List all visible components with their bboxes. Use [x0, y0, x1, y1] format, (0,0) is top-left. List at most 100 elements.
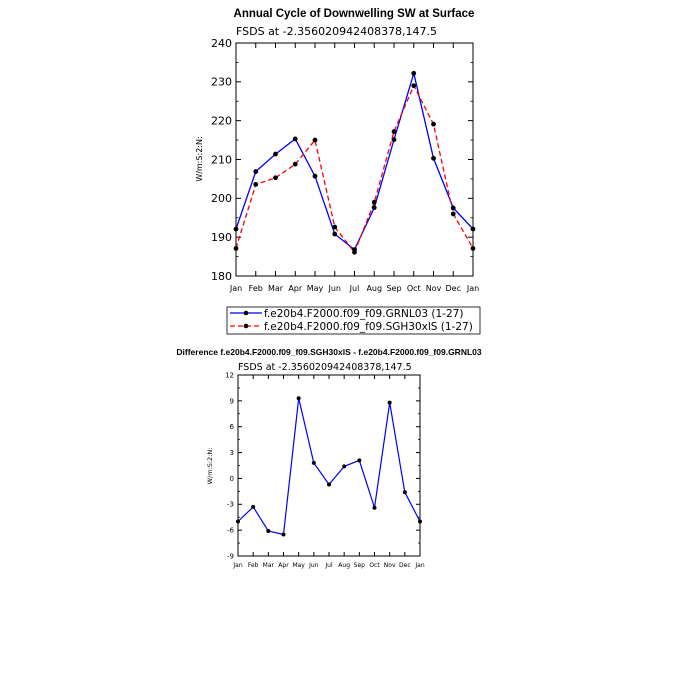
series-points [233, 70, 476, 255]
difference-series-line [237, 398, 421, 536]
data-point-series-0 [273, 151, 278, 157]
series-lines [235, 70, 474, 254]
x-tick-label: Nov [426, 284, 442, 293]
difference-plot-frame [237, 374, 421, 557]
data-point-series-0 [296, 396, 301, 401]
x-tick-label: Aug [338, 562, 350, 569]
data-point-series-0 [292, 136, 298, 142]
y-tick-label: 240 [211, 37, 232, 50]
data-point-series-1 [352, 249, 357, 255]
data-point-series-0 [266, 529, 271, 534]
x-tick-label: Apr [288, 284, 303, 293]
x-tick-label: Dec [446, 284, 461, 293]
data-point-series-0 [402, 490, 407, 495]
x-tick-label: Jul [324, 562, 333, 569]
data-point-series-0 [411, 70, 417, 76]
x-tick-label: Jan [232, 562, 242, 569]
y-tick-label: -3 [227, 501, 234, 509]
data-point-series-0 [281, 532, 286, 537]
y-tick-label: 210 [211, 153, 232, 166]
data-point-series-1 [470, 246, 476, 251]
x-tick-label: Oct [369, 562, 380, 569]
y-tick-label: 12 [225, 371, 234, 379]
data-point-series-0 [450, 205, 456, 211]
legend-box [226, 306, 481, 335]
legend-marker-grnl03 [243, 310, 249, 316]
data-point-series-1 [450, 211, 456, 217]
x-tick-label: Dec [399, 562, 411, 569]
data-point-series-0 [418, 519, 422, 524]
chart-subtitle: FSDS at -2.356020942408378,147.5 [236, 25, 437, 38]
x-tick-label: Sep [386, 284, 401, 293]
y-tick-label: 3 [230, 449, 234, 457]
data-point-series-0 [391, 137, 397, 143]
data-point-series-0 [332, 231, 338, 237]
x-tick-label: Apr [278, 562, 289, 569]
legend-label-sgh30xls: f.e20b4.F2000.f09_f09.SGH30xlS (1-27) [264, 321, 473, 333]
x-tick-label: Mar [263, 562, 275, 569]
x-tick-label: Oct [407, 284, 421, 293]
legend: f.e20b4.F2000.f09_f09.GRNL03 (1-27) f.e2… [226, 306, 481, 335]
series-line-0 [235, 70, 474, 251]
x-tick-label: Jun [328, 284, 342, 293]
x-tick-label: May [292, 562, 305, 569]
data-point-series-0 [372, 505, 377, 510]
data-point-series-1 [411, 83, 417, 89]
data-point-series-1 [273, 175, 278, 181]
y-tick-label: -9 [227, 552, 234, 560]
data-point-series-0 [470, 226, 476, 232]
y-tick-label: 180 [211, 270, 232, 283]
data-point-series-0 [312, 173, 318, 179]
data-point-series-0 [236, 519, 240, 524]
data-point-series-1 [312, 137, 318, 143]
y-tick-label: 200 [211, 192, 232, 205]
data-point-series-0 [371, 205, 377, 211]
y-tick-label: 220 [211, 115, 232, 128]
x-tick-label: Nov [384, 562, 396, 569]
x-tick-label: Jun [308, 562, 319, 569]
data-point-series-1 [391, 129, 397, 134]
data-point-series-1 [233, 246, 239, 251]
annual-cycle-chart: Annual Cycle of Downwelling SW at Surfac… [195, 8, 481, 335]
difference-chart-title: Difference f.e20b4.F2000.f09_f09.SGH30xl… [176, 347, 481, 357]
data-point-series-0 [387, 400, 392, 405]
difference-y-axis: -9 -6 -3 0 3 6 9 12 [225, 371, 420, 560]
y-tick-label: 230 [211, 76, 232, 89]
difference-chart-subtitle: FSDS at -2.356020942408378,147.5 [238, 362, 412, 373]
x-tick-label: Jan [229, 284, 242, 293]
y-axis-label: W/m:S:2:N: [195, 136, 204, 181]
x-tick-label: Feb [249, 284, 263, 293]
difference-series-points [236, 396, 422, 537]
x-tick-label: Sep [354, 562, 366, 569]
y-tick-label: 0 [230, 475, 234, 483]
data-point-series-1 [371, 199, 377, 205]
x-tick-label: Aug [366, 284, 382, 293]
x-tick-label: Jul [349, 284, 360, 293]
series-line-0 [237, 398, 421, 536]
chart-title: Annual Cycle of Downwelling SW at Surfac… [234, 8, 475, 20]
data-point-series-1 [431, 121, 436, 127]
x-axis: Jan Feb Mar Apr May Jun Jul Aug Sep Oct Nov Dec Jan [229, 43, 479, 293]
y-tick-label: 9 [230, 397, 234, 405]
data-point-series-1 [332, 224, 338, 230]
data-point-series-0 [327, 482, 331, 487]
legend-marker-sgh30xls [243, 323, 249, 329]
data-point-series-0 [251, 504, 256, 509]
x-tick-label: Jan [414, 562, 424, 569]
y-tick-label: 190 [211, 231, 232, 244]
data-point-series-1 [253, 181, 259, 187]
x-tick-label: Mar [268, 284, 284, 293]
y-axis: 180 190 200 210 220 230 240 [211, 37, 473, 283]
x-tick-label: Jan [466, 284, 479, 293]
data-point-series-0 [253, 169, 259, 174]
y-tick-label: -6 [227, 527, 235, 535]
data-point-series-0 [311, 460, 316, 465]
difference-chart: Difference f.e20b4.F2000.f09_f09.SGH30xl… [176, 347, 481, 569]
y-tick-label: 6 [230, 423, 235, 431]
x-tick-label: Feb [248, 562, 259, 569]
difference-x-axis: Jan Feb Mar Apr May Jun Jul Aug Sep Oct Nov Dec Jan [232, 375, 425, 569]
data-point-series-0 [233, 226, 239, 232]
data-point-series-0 [357, 458, 362, 463]
data-point-series-0 [431, 155, 436, 161]
